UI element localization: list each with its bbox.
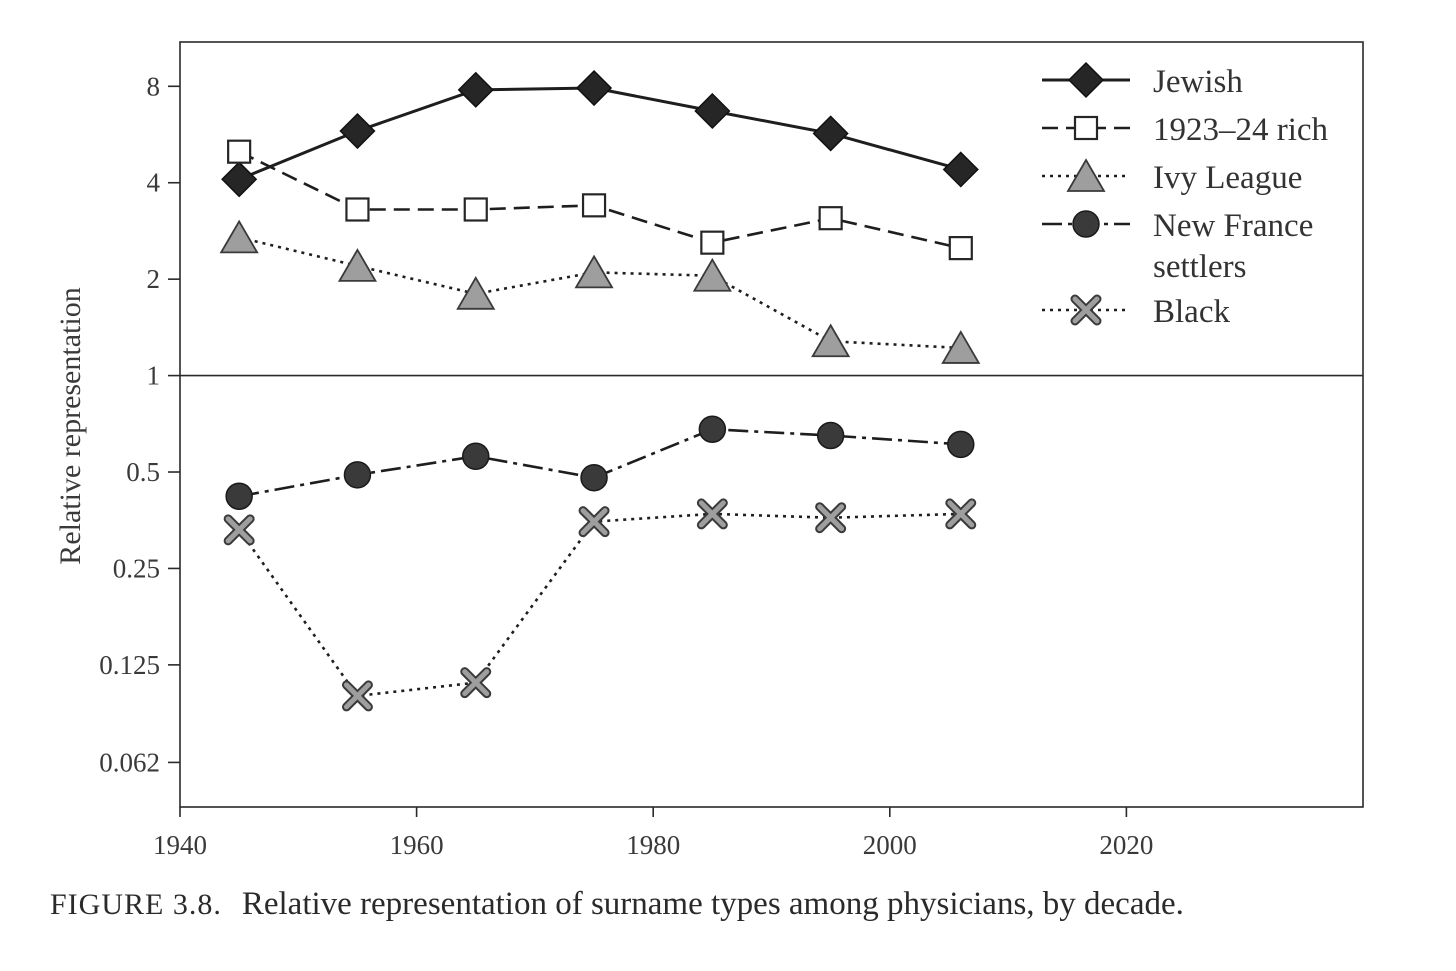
x-axis: 1940 1960 1980 2000 2020 bbox=[153, 807, 1153, 860]
plot-border bbox=[179, 41, 1364, 808]
x-tick-label: 1980 bbox=[626, 830, 680, 860]
x-tick-label: 2000 bbox=[863, 830, 917, 860]
series-black bbox=[223, 498, 977, 712]
legend-label: New France bbox=[1153, 208, 1313, 244]
data-point-new-france-settlers bbox=[947, 430, 975, 459]
data-point-black bbox=[815, 502, 847, 534]
x-stroke-fill bbox=[343, 682, 371, 710]
y-tick-label: 0.25 bbox=[113, 553, 160, 583]
plot-frame bbox=[179, 41, 1364, 808]
figure-caption: FIGURE 3.8. Relative representation of su… bbox=[50, 886, 1430, 923]
x-tick-label: 2020 bbox=[1099, 830, 1153, 860]
caption-text: Relative representation of surname types… bbox=[241, 886, 1184, 922]
x-stroke-fill bbox=[947, 500, 975, 528]
legend-item-black: Black bbox=[1042, 294, 1230, 330]
series-layer bbox=[219, 69, 981, 712]
legend: Jewish 1923–24 rich Ivy League New France se… bbox=[1042, 61, 1329, 330]
legend-marker bbox=[1072, 210, 1100, 238]
caption-label: FIGURE 3.8. bbox=[50, 888, 222, 921]
series-line-ivy-league bbox=[238, 236, 961, 350]
y-tick-label: 0.062 bbox=[99, 747, 160, 777]
x-stroke-fill bbox=[225, 516, 253, 544]
legend-item-1923-24-rich: 1923–24 rich bbox=[1042, 112, 1329, 148]
legend-marker bbox=[1070, 294, 1102, 326]
legend-marker bbox=[1066, 158, 1106, 192]
data-point-1923-24-rich bbox=[345, 197, 370, 222]
series-jewish bbox=[221, 69, 979, 198]
legend-label: Ivy League bbox=[1153, 160, 1302, 196]
data-point-ivy-league bbox=[941, 330, 981, 364]
data-point-black bbox=[460, 667, 492, 699]
data-point-1923-24-rich bbox=[700, 230, 725, 255]
legend-label: settlers bbox=[1153, 249, 1246, 285]
data-point-new-france-settlers bbox=[343, 461, 372, 489]
series-ivy-league bbox=[219, 219, 981, 364]
legend-item-new-france-settlers: New France settlers bbox=[1042, 208, 1313, 285]
x-stroke-fill bbox=[698, 500, 726, 528]
data-point-ivy-league bbox=[337, 248, 378, 282]
data-point-ivy-league bbox=[811, 323, 851, 358]
legend-label: 1923–24 rich bbox=[1153, 112, 1329, 148]
y-tick-label: 0.125 bbox=[99, 650, 160, 680]
y-tick-label: 0.5 bbox=[126, 457, 160, 487]
data-point-ivy-league bbox=[692, 257, 732, 292]
data-point-1923-24-rich bbox=[948, 236, 973, 261]
x-stroke-fill bbox=[817, 504, 845, 532]
chart: 8 4 2 1 0.5 0.25 0.125 0.062 1940 1960 1980 2000 20… bbox=[54, 41, 1364, 860]
y-axis-label: Relative representation bbox=[54, 287, 87, 564]
y-tick-label: 8 bbox=[147, 71, 161, 101]
data-point-1923-24-rich bbox=[463, 197, 488, 222]
legend-item-ivy-league: Ivy League bbox=[1042, 158, 1302, 196]
data-point-new-france-settlers bbox=[580, 463, 608, 492]
data-point-new-france-settlers bbox=[462, 442, 490, 470]
legend-label: Jewish bbox=[1153, 64, 1243, 100]
data-point-1923-24-rich bbox=[581, 193, 607, 218]
x-tick-label: 1960 bbox=[390, 830, 444, 860]
x-tick-label: 1940 bbox=[153, 830, 207, 860]
data-point-black bbox=[696, 498, 728, 530]
data-point-1923-24-rich bbox=[818, 206, 843, 231]
series-new-france-settlers bbox=[225, 415, 975, 511]
x-stroke-fill bbox=[580, 508, 608, 536]
legend-marker bbox=[1073, 115, 1099, 141]
y-axis: 8 4 2 1 0.5 0.25 0.125 0.062 bbox=[99, 71, 180, 777]
data-point-black bbox=[223, 514, 255, 546]
data-point-ivy-league bbox=[219, 219, 259, 254]
series-1923-24-rich bbox=[227, 139, 973, 261]
data-point-jewish bbox=[221, 161, 258, 198]
data-point-jewish bbox=[942, 151, 979, 188]
y-tick-label: 2 bbox=[147, 264, 161, 294]
data-point-1923-24-rich bbox=[227, 139, 252, 164]
data-point-jewish bbox=[694, 92, 731, 130]
y-tick-label: 4 bbox=[147, 168, 161, 198]
data-point-jewish bbox=[575, 69, 613, 107]
data-point-ivy-league bbox=[574, 254, 614, 289]
data-point-jewish bbox=[812, 115, 849, 152]
data-point-jewish bbox=[457, 71, 494, 108]
data-point-new-france-settlers bbox=[698, 415, 727, 443]
data-point-black bbox=[945, 498, 977, 530]
x-stroke-fill bbox=[462, 669, 490, 697]
legend-marker bbox=[1067, 61, 1105, 99]
data-point-jewish bbox=[339, 112, 376, 150]
data-point-ivy-league bbox=[456, 276, 496, 310]
y-tick-label: 1 bbox=[147, 361, 161, 391]
series-line-black bbox=[238, 512, 961, 698]
legend-item-jewish: Jewish bbox=[1042, 61, 1243, 100]
data-point-black bbox=[341, 680, 373, 712]
data-point-new-france-settlers bbox=[816, 421, 845, 450]
x-stroke-fill bbox=[1072, 296, 1100, 324]
data-point-new-france-settlers bbox=[225, 482, 253, 511]
legend-label: Black bbox=[1153, 294, 1230, 330]
data-point-black bbox=[578, 506, 610, 538]
